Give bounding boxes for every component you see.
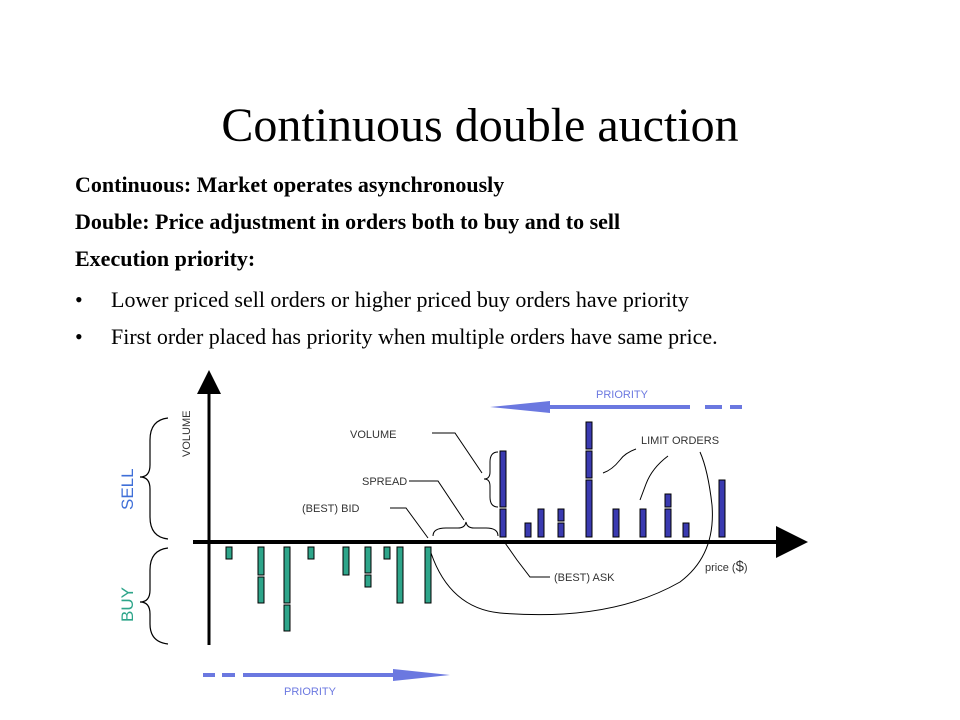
brace-icon [483,451,499,508]
buy-order-bar [307,546,315,560]
buy-order-bar [283,546,291,604]
sell-order-bar [639,508,647,538]
priority-bottom-label: PRIORITY [284,686,337,698]
spread-callout-label: SPREAD [362,476,407,488]
price-axis-text: price ( [705,562,736,574]
bullet-dot: • [75,324,83,349]
buy-order-bar [424,546,432,604]
brace-icon [139,417,169,540]
bullet-text: Lower priced sell orders or higher price… [111,287,689,312]
sell-order-bar [524,522,532,538]
arrow-right-icon [393,669,450,681]
sell-orders [499,421,726,538]
volume-axis-label: VOLUME [181,411,193,457]
best-ask-callout-label: (BEST) ASK [554,572,615,584]
definition-continuous: Continuous: Market operates asynchronous… [75,172,505,197]
sell-order-bar [537,508,545,538]
sell-order-bar [499,508,507,538]
dollar-symbol: $ [736,558,745,575]
buy-order-bar [225,546,233,560]
buy-order-bar [383,546,391,560]
spread-leader-line [409,480,465,521]
limit-orders-leader-line [639,455,669,501]
best-bid-callout-label: (BEST) BID [302,503,360,515]
limit-orders-leader-line [602,448,637,474]
volume-leader-line [432,432,483,474]
brace-icon [139,547,169,645]
sell-order-bar [585,450,593,479]
arrow-left-icon [490,401,550,413]
price-axis-close: ) [744,562,748,574]
buy-orders [225,546,432,632]
priority-arrow-bottom [203,669,450,681]
sell-order-bar [664,493,672,508]
buy-order-bar [342,546,350,576]
definition-double: Double: Price adjustment in orders both … [75,209,621,234]
brace-icon [432,521,499,537]
priority-top-label: PRIORITY [596,389,649,401]
sell-order-bar [585,479,593,538]
limit-orders-label: LIMIT ORDERS [641,435,719,447]
best-ask-leader-line [502,539,550,578]
volume-callout-label: VOLUME [350,429,396,441]
buy-order-bar [396,546,404,604]
sell-order-bar [557,522,565,538]
sell-order-bar [499,450,507,508]
sell-order-bar [718,479,726,538]
bullet-item: • Lower priced sell orders or higher pric… [75,285,689,315]
buy-order-bar [257,576,265,604]
buy-side-label: BUY [118,587,137,622]
slide-title: Continuous double auction [221,99,739,152]
buy-order-bar [283,604,291,632]
buy-order-bar [257,546,265,576]
bullet-item: • First order placed has priority when mu… [75,322,718,352]
sell-order-bar [682,522,690,538]
sell-order-bar [585,421,593,450]
sell-side-label: SELL [118,468,137,510]
execution-priority-heading: Execution priority: [75,246,256,271]
sell-order-bar [612,508,620,538]
sell-order-bar [557,508,565,522]
buy-order-bar [364,574,372,588]
priority-arrow-top [490,401,742,413]
bullet-dot: • [75,287,83,312]
sell-order-bar [664,508,672,538]
best-bid-leader-line [390,507,429,539]
limit-orders-leader-line [430,451,713,616]
buy-order-bar [364,546,372,574]
bullet-text: First order placed has priority when mul… [111,324,718,349]
price-axis-label: price ($) [705,558,748,575]
